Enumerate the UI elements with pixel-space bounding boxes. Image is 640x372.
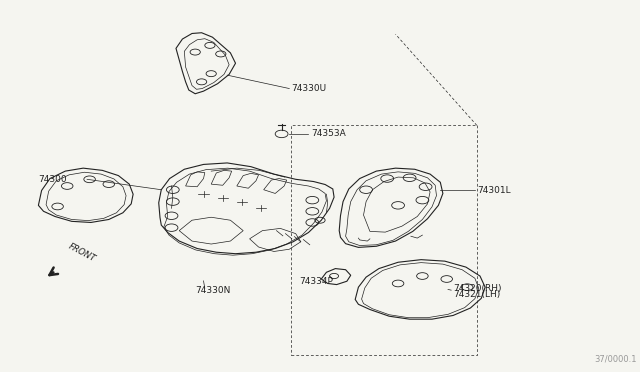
Text: 74353A: 74353A <box>311 129 346 138</box>
Text: 74330U: 74330U <box>291 84 326 93</box>
Text: 74321(LH): 74321(LH) <box>453 290 500 299</box>
Text: 37/0000.1: 37/0000.1 <box>595 355 637 364</box>
Text: 74320(RH): 74320(RH) <box>453 284 502 293</box>
Text: 74334P: 74334P <box>300 278 333 286</box>
Text: 74300: 74300 <box>38 175 67 184</box>
Text: FRONT: FRONT <box>67 241 97 263</box>
Text: 74301L: 74301L <box>477 186 511 195</box>
Text: 74330N: 74330N <box>195 286 230 295</box>
